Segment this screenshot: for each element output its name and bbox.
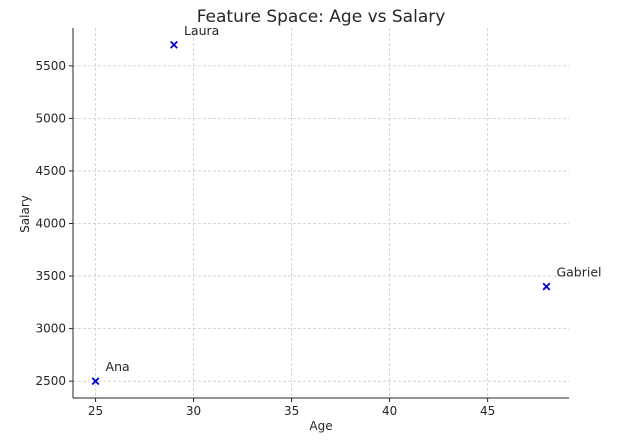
point-marker bbox=[542, 282, 551, 291]
y-tick-label: 3500 bbox=[35, 269, 66, 283]
point-marker bbox=[91, 377, 100, 386]
point-marker bbox=[170, 40, 178, 49]
y-tick-label: 2500 bbox=[35, 374, 66, 388]
y-tick-label: 3000 bbox=[35, 322, 66, 336]
axes bbox=[72, 28, 569, 399]
y-tick-label: 5000 bbox=[35, 111, 66, 125]
chart-title: Feature Space: Age vs Salary bbox=[197, 7, 446, 27]
x-tick-label: 40 bbox=[382, 404, 397, 418]
point-label: Ana bbox=[106, 359, 130, 374]
y-tick-label: 5500 bbox=[35, 59, 66, 73]
data-points: Ana Laura Gabriel bbox=[91, 23, 602, 386]
x-tick-label: 30 bbox=[186, 404, 201, 418]
data-point-gabriel: Gabriel bbox=[542, 265, 602, 291]
point-label: Gabriel bbox=[556, 265, 601, 280]
y-tick-label: 4500 bbox=[35, 164, 66, 178]
ticks: 25 30 35 40 45 2500 3000 3500 4000 4500 5000 5500 bbox=[35, 59, 495, 418]
point-label: Laura bbox=[184, 23, 219, 38]
data-point-laura: Laura bbox=[170, 23, 219, 49]
data-point-ana: Ana bbox=[91, 359, 130, 386]
y-axis-label: Salary bbox=[18, 195, 32, 233]
x-tick-label: 35 bbox=[284, 404, 299, 418]
x-axis-label: Age bbox=[309, 419, 332, 433]
x-tick-label: 25 bbox=[88, 404, 103, 418]
grid bbox=[73, 28, 569, 398]
x-tick-label: 45 bbox=[480, 404, 495, 418]
y-tick-label: 4000 bbox=[35, 217, 66, 231]
